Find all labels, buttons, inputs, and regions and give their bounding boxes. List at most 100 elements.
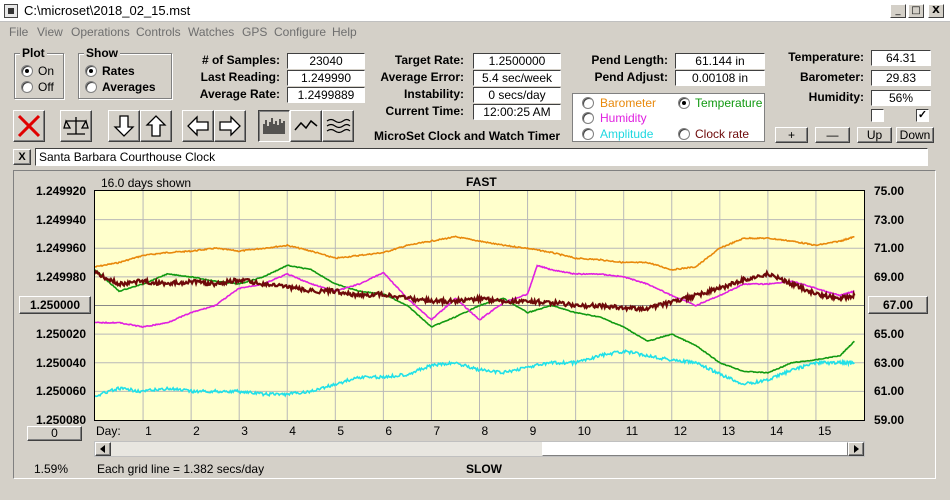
y-left-tick-label: 1.250080 (35, 413, 86, 427)
close-button[interactable]: X (928, 4, 944, 18)
instability-field: 0 secs/day (473, 87, 561, 103)
minimize-button[interactable]: _ (890, 4, 906, 18)
barometer-field: 29.83 (871, 70, 931, 86)
menu-operations[interactable]: Operations (71, 25, 130, 39)
show-rates-label: Rates (102, 64, 135, 78)
clear-name-button[interactable]: X (13, 149, 31, 165)
center-rate-button[interactable]: 1.250000 (19, 296, 91, 314)
target-rate-label: Target Rate: (394, 53, 464, 67)
x-tick-label: 12 (673, 424, 688, 438)
scale-minus-button[interactable]: — (815, 127, 850, 143)
y-right-tick-label: 59.00 (874, 413, 905, 427)
y-right-tick-label: 69.00 (874, 269, 905, 284)
wave-plot-button[interactable] (322, 110, 354, 142)
slow-label: SLOW (466, 462, 502, 476)
stop-button[interactable] (13, 110, 45, 142)
plot-on-radio[interactable] (21, 65, 33, 77)
series-humidity-radio[interactable] (582, 112, 594, 124)
y-left-tick-label: 1.250060 (35, 384, 86, 399)
grid-note-label: Each grid line = 1.382 secs/day (97, 462, 265, 476)
menu-gps[interactable]: GPS (242, 25, 268, 39)
series-line-amplitude (95, 349, 855, 398)
average-rate-field: 1.2499889 (287, 87, 365, 103)
menu-file[interactable]: File (9, 25, 29, 39)
menu-watches[interactable]: Watches (188, 25, 235, 39)
x-tick-label: 9 (529, 424, 537, 438)
y-right-tick-label: 61.00 (874, 384, 905, 399)
scale-up-button[interactable]: Up (857, 127, 892, 143)
app-name-label: MicroSet Clock and Watch Timer (374, 129, 561, 143)
series-amplitude-radio[interactable] (582, 128, 594, 140)
zero-button[interactable]: 0 (27, 426, 82, 441)
pend-adjust-label: Pend Adjust: (594, 70, 668, 84)
days-shown-label: 16.0 days shown (101, 176, 192, 190)
x-tick-label: 1 (145, 424, 152, 438)
left-arrow-button[interactable] (182, 110, 214, 142)
y-left-tick-label: 1.250020 (35, 327, 86, 342)
balance-button[interactable] (60, 110, 92, 142)
down-arrow-button[interactable] (108, 110, 140, 142)
right-arrow-button[interactable] (214, 110, 246, 142)
series-barometer-radio[interactable] (582, 97, 594, 109)
last-reading-field: 1.249990 (287, 70, 365, 86)
scroll-left-button[interactable] (95, 442, 111, 456)
series-temperature-radio[interactable] (678, 97, 690, 109)
scroll-thumb[interactable] (542, 442, 848, 456)
line-plot-icon (294, 119, 318, 131)
series-clock-rate-label: Clock rate (695, 127, 750, 141)
line-plot-button[interactable] (290, 110, 322, 142)
unchecked-checkbox[interactable] (871, 109, 884, 122)
bar-plot-button[interactable] (258, 110, 290, 142)
series-amplitude-label: Amplitude (600, 127, 654, 141)
last-reading-label: Last Reading: (200, 70, 280, 84)
plot-on-label: On (38, 64, 55, 78)
scale-plus-button[interactable]: + (775, 127, 808, 143)
up-arrow-button[interactable] (140, 110, 172, 142)
x-tick-label: 8 (481, 424, 489, 438)
y-left-tick-label: 1.250040 (35, 355, 86, 370)
triangle-right-icon (854, 445, 859, 453)
menu-configure[interactable]: Configure (274, 25, 327, 39)
current-time-label: Current Time: (385, 104, 464, 118)
menu-help[interactable]: Help (332, 25, 357, 39)
samples-field: 23040 (287, 53, 365, 69)
menu-controls[interactable]: Controls (136, 25, 181, 39)
show-rates-radio[interactable] (85, 65, 97, 77)
balance-scale-icon (63, 117, 89, 135)
fast-label: FAST (466, 175, 497, 189)
center-temp-button[interactable]: 67.00 (868, 296, 928, 314)
maximize-button[interactable]: □ (908, 4, 924, 18)
pend-adjust-field: 0.00108 in (675, 70, 765, 86)
x-tick-label: 10 (577, 424, 591, 438)
temperature-field: 64.31 (871, 50, 931, 66)
x-tick-label: 3 (241, 424, 248, 438)
arrow-right-icon (219, 115, 241, 137)
clock-name-input[interactable]: Santa Barbara Courthouse Clock (35, 148, 928, 166)
chart-svg (95, 191, 864, 420)
show-averages-label: Averages (102, 80, 156, 94)
checked-checkbox[interactable]: ✓ (916, 109, 929, 122)
menu-view[interactable]: View (37, 25, 63, 39)
plot-group-title: Plot (20, 46, 47, 60)
average-rate-label: Average Rate: (199, 87, 280, 101)
current-time-field: 12:00:25 AM (473, 104, 561, 120)
x-tick-label: 5 (337, 424, 344, 438)
show-averages-radio[interactable] (85, 81, 97, 93)
average-error-field: 5.4 sec/week (473, 70, 561, 86)
samples-label: # of Samples: (201, 53, 280, 67)
series-barometer-label: Barometer (600, 96, 657, 110)
scale-down-button[interactable]: Down (896, 127, 934, 143)
x-tick-label: 7 (433, 424, 441, 438)
plot-area (94, 190, 865, 421)
y-left-tick-label: 1.249920 (35, 184, 86, 198)
horizontal-scrollbar[interactable] (94, 441, 865, 457)
day-axis-title: Day: (96, 424, 121, 438)
x-tick-label: 6 (385, 424, 393, 438)
series-line-barometer (95, 235, 855, 271)
title-bar: C:\microset\2018_02_15.mst _ □ X (0, 0, 950, 22)
series-clock-rate-radio[interactable] (678, 128, 690, 140)
average-error-label: Average Error: (380, 70, 464, 84)
scroll-right-button[interactable] (848, 442, 864, 456)
y-left-tick-label: 1.249960 (35, 241, 86, 256)
plot-off-radio[interactable] (21, 81, 33, 93)
